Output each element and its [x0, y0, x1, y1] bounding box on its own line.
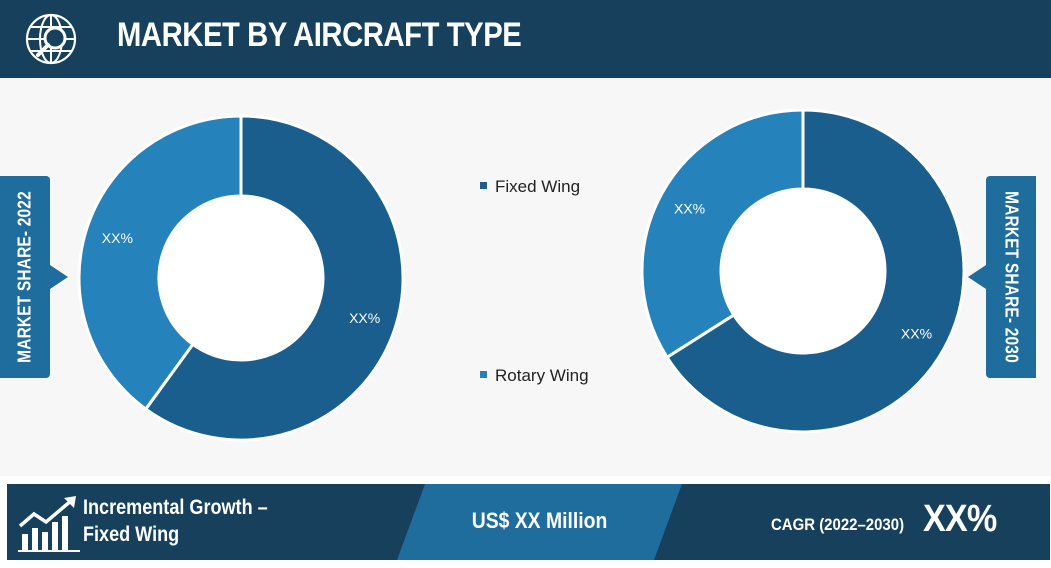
globe-search-icon: [25, 13, 77, 65]
donut-slice-rotary-wing: [640, 108, 805, 360]
legend-item-fixed-wing: Fixed Wing: [480, 177, 580, 197]
donut-slice-rotary-wing: [77, 114, 243, 412]
side-label-2030: MARKET SHARE- 2030: [968, 176, 1036, 378]
legend-label: Fixed Wing: [495, 177, 581, 196]
donut-slice-fixed-wing: [143, 114, 405, 442]
legend-swatch: [480, 371, 487, 379]
donut-hole: [722, 190, 884, 352]
side-label-arrow: [968, 265, 986, 289]
footer-value-band: [397, 484, 682, 560]
side-label-arrow: [50, 265, 68, 289]
incremental-growth-label: Incremental Growth – Fixed Wing: [83, 496, 268, 546]
cagr-label: CAGR (2022–2030): [771, 515, 905, 534]
growth-value: US$ XX Million: [471, 508, 608, 533]
page-title: MARKET BY AIRCRAFT TYPE: [117, 16, 522, 54]
legend-label: Rotary Wing: [495, 366, 589, 385]
cagr-value: XX%: [923, 498, 997, 540]
data-label-fixed-wing: XX%: [349, 310, 380, 326]
header-bar: MARKET BY AIRCRAFT TYPE: [0, 0, 1051, 78]
legend-item-rotary-wing: Rotary Wing: [480, 366, 589, 386]
side-label-2022: MARKET SHARE- 2022: [0, 176, 68, 378]
growth-chart-icon: [18, 496, 80, 552]
footer-bar: Incremental Growth – Fixed Wing US$ XX M…: [7, 484, 1050, 560]
data-label-rotary-wing: XX%: [102, 230, 133, 246]
data-label-fixed-wing: XX%: [901, 325, 932, 341]
donut-hole: [160, 197, 322, 359]
donut-slice-fixed-wing: [664, 108, 966, 434]
legend-swatch: [480, 182, 487, 190]
data-label-rotary-wing: XX%: [674, 201, 705, 217]
